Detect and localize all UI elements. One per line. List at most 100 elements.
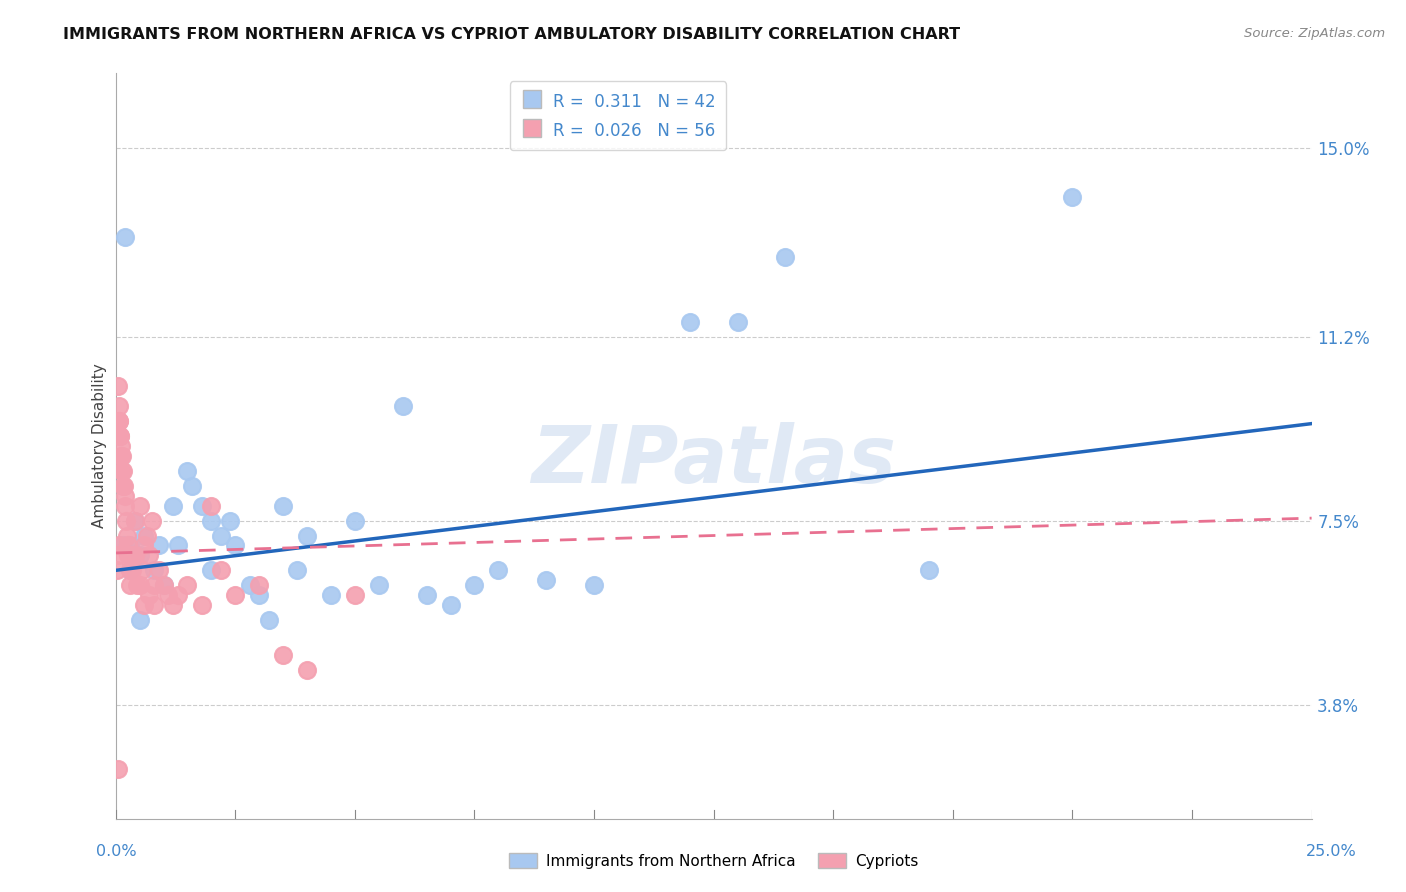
Point <box>110 429 132 443</box>
Point <box>583 578 606 592</box>
Point <box>1062 190 1084 204</box>
Point <box>128 499 150 513</box>
Point <box>110 429 132 443</box>
Point <box>121 549 143 563</box>
Point <box>157 588 180 602</box>
Point <box>105 563 128 577</box>
Point <box>162 499 184 513</box>
Point <box>367 578 389 592</box>
Point <box>118 563 141 577</box>
Point <box>121 563 143 577</box>
Point <box>148 539 170 553</box>
Point <box>141 514 163 528</box>
Point <box>107 549 129 563</box>
Point <box>176 578 198 592</box>
Text: IMMIGRANTS FROM NORTHERN AFRICA VS CYPRIOT AMBULATORY DISABILITY CORRELATION CHA: IMMIGRANTS FROM NORTHERN AFRICA VS CYPRI… <box>63 27 960 42</box>
Point <box>166 588 188 602</box>
Point <box>200 563 222 577</box>
Point <box>257 613 280 627</box>
Point <box>107 399 129 413</box>
Point <box>134 528 156 542</box>
Point <box>115 528 138 542</box>
Point <box>134 539 156 553</box>
Point <box>247 588 270 602</box>
Point <box>287 563 309 577</box>
Point <box>111 464 134 478</box>
Point <box>247 578 270 592</box>
Point <box>319 588 342 602</box>
Point <box>138 549 160 563</box>
Point <box>295 528 318 542</box>
Point <box>114 230 136 244</box>
Point <box>127 578 149 592</box>
Point <box>343 514 366 528</box>
Point <box>138 588 160 602</box>
Point <box>534 574 557 588</box>
Point <box>142 563 165 577</box>
Point <box>131 563 153 577</box>
Point <box>224 539 246 553</box>
Point <box>118 563 141 577</box>
Point <box>128 549 150 563</box>
Point <box>224 588 246 602</box>
Text: Source: ZipAtlas.com: Source: ZipAtlas.com <box>1244 27 1385 40</box>
Point <box>142 578 165 592</box>
Point <box>111 449 134 463</box>
Point <box>118 578 141 592</box>
Point <box>191 499 214 513</box>
Point <box>152 578 174 592</box>
Point <box>142 598 165 612</box>
Point <box>391 399 413 413</box>
Point <box>117 549 139 563</box>
Point <box>128 578 150 592</box>
Point <box>343 588 366 602</box>
Point <box>118 549 141 563</box>
Text: 0.0%: 0.0% <box>96 845 136 859</box>
Point <box>115 514 138 528</box>
Point <box>439 598 461 612</box>
Point <box>166 539 188 553</box>
Point <box>124 514 146 528</box>
Point <box>181 479 204 493</box>
Point <box>295 663 318 677</box>
Point <box>191 598 214 612</box>
Point <box>200 514 222 528</box>
Point <box>107 379 129 393</box>
Point <box>209 528 232 542</box>
Point <box>239 578 262 592</box>
Point <box>111 539 134 553</box>
Point <box>114 489 136 503</box>
Point <box>271 648 294 662</box>
Point <box>124 549 146 563</box>
Point <box>727 315 749 329</box>
Point <box>271 499 294 513</box>
Point <box>918 563 941 577</box>
Point <box>219 514 242 528</box>
Point <box>112 479 135 493</box>
Point <box>176 464 198 478</box>
Point <box>118 539 141 553</box>
Point <box>415 588 437 602</box>
Point <box>110 449 132 463</box>
Point <box>112 479 135 493</box>
Point <box>148 563 170 577</box>
Text: 25.0%: 25.0% <box>1306 845 1357 859</box>
Point <box>152 578 174 592</box>
Y-axis label: Ambulatory Disability: Ambulatory Disability <box>93 364 107 528</box>
Text: ZIPatlas: ZIPatlas <box>531 422 896 500</box>
Point <box>679 315 702 329</box>
Point <box>200 499 222 513</box>
Point <box>108 414 131 428</box>
Point <box>162 598 184 612</box>
Point <box>134 598 156 612</box>
Point <box>107 539 129 553</box>
Point <box>486 563 509 577</box>
Point <box>775 250 797 264</box>
Point <box>112 464 135 478</box>
Point <box>117 539 139 553</box>
Point <box>110 439 132 453</box>
Point <box>107 762 129 776</box>
Point <box>128 613 150 627</box>
Point <box>463 578 485 592</box>
Point <box>135 528 157 542</box>
